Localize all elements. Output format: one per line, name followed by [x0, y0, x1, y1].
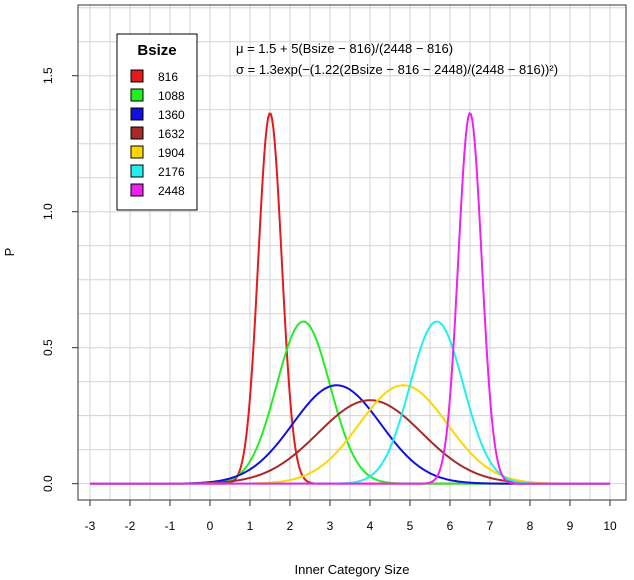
x-tick-label: 6	[447, 519, 454, 533]
x-tick-label: 4	[367, 519, 374, 533]
x-tick-label: 9	[567, 519, 574, 533]
legend-box	[116, 33, 198, 211]
legend-swatch-1088	[130, 88, 144, 102]
legend-swatch-816	[130, 69, 144, 83]
x-tick-label: 2	[287, 519, 294, 533]
legend-label-2176: 2176	[158, 165, 185, 179]
x-tick-label: 8	[527, 519, 534, 533]
x-axis-label: Inner Category Size	[295, 562, 410, 577]
legend-label-1088: 1088	[158, 89, 185, 103]
x-tick-label: 3	[327, 519, 334, 533]
y-axis-label: P	[2, 248, 17, 257]
legend-label-2448: 2448	[158, 184, 185, 198]
x-tick-label: 5	[407, 519, 414, 533]
y-tick-label: 1.5	[41, 67, 55, 84]
legend-swatch-1360	[130, 107, 144, 121]
x-tick-label: -1	[165, 519, 176, 533]
series-line-2448	[90, 111, 610, 485]
y-tick-label: 1.0	[41, 203, 55, 220]
x-tick-label: 0	[207, 519, 214, 533]
legend-title: Bsize	[137, 42, 176, 59]
legend-swatch-2448	[130, 183, 144, 197]
plot-frame	[77, 4, 627, 501]
y-tick-label: 0.5	[41, 339, 55, 356]
annotation-sigma: σ = 1.3exp(−(1.22(2Bsize − 816 − 2448)/(…	[236, 62, 558, 77]
legend-label-1632: 1632	[158, 127, 185, 141]
curves	[90, 111, 610, 485]
legend-items: 816 1088 1360 1632 1904 2176 2448	[130, 69, 185, 198]
legend-label-1904: 1904	[158, 146, 185, 160]
x-tick-label: 10	[603, 519, 617, 533]
y-tick-label: 0.0	[41, 475, 55, 492]
x-tick-label: 1	[247, 519, 254, 533]
x-tick-label: 7	[487, 519, 494, 533]
legend-swatch-1904	[130, 145, 144, 159]
x-tick-label: -2	[125, 519, 136, 533]
annotation-mu: μ = 1.5 + 5(Bsize − 816)/(2448 − 816)	[236, 41, 453, 56]
axes: -3 -2 -1 0 1 2 3 4 5 6 7 8 9 10 0.0 0.5 1.0 1.5	[41, 67, 617, 533]
x-tick-label: -3	[85, 519, 96, 533]
legend-swatch-1632	[130, 126, 144, 140]
legend-label-816: 816	[158, 70, 178, 84]
legend: Bsize 816 1088 1360 1632 1904 2176 2448	[116, 33, 198, 211]
legend-label-1360: 1360	[158, 108, 185, 122]
legend-swatch-2176	[130, 164, 144, 178]
